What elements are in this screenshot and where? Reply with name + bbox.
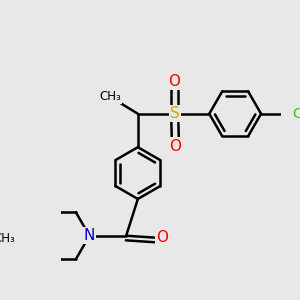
Text: O: O xyxy=(169,74,181,89)
Text: Cl: Cl xyxy=(292,107,300,121)
Text: CH₃: CH₃ xyxy=(0,232,16,245)
Text: O: O xyxy=(156,230,168,245)
Text: O: O xyxy=(169,139,181,154)
Text: S: S xyxy=(170,106,179,121)
Text: CH₃: CH₃ xyxy=(99,90,121,103)
Text: N: N xyxy=(84,228,95,243)
Text: N: N xyxy=(84,228,95,243)
